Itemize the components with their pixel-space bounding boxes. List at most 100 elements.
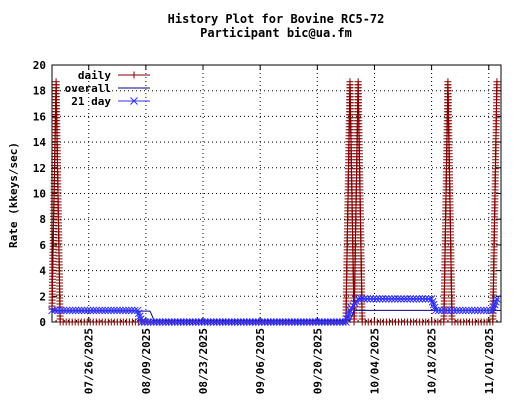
legend-label: overall	[65, 82, 111, 95]
point-marker	[140, 318, 149, 326]
point-marker	[297, 318, 305, 326]
x-tick-label: 09/20/2025	[311, 328, 324, 394]
point-marker	[418, 295, 427, 303]
point-marker	[366, 295, 375, 303]
point-marker	[254, 318, 263, 326]
point-marker	[197, 318, 206, 326]
point-marker	[149, 318, 158, 326]
point-marker	[48, 306, 56, 315]
point-marker	[345, 309, 353, 318]
point-marker	[285, 318, 293, 326]
point-marker	[51, 306, 59, 315]
point-marker	[62, 306, 71, 315]
point-marker	[279, 318, 287, 326]
point-marker	[276, 318, 284, 326]
point-marker	[136, 315, 145, 323]
point-marker	[434, 306, 443, 315]
point-marker	[59, 306, 68, 315]
point-marker	[101, 306, 110, 315]
point-marker	[245, 318, 254, 326]
point-marker	[488, 306, 497, 315]
point-marker	[391, 295, 399, 303]
point-marker	[257, 318, 266, 326]
point-marker	[493, 78, 501, 86]
point-marker	[110, 306, 118, 315]
point-marker	[458, 306, 467, 315]
point-marker	[321, 318, 329, 326]
point-marker	[170, 318, 179, 326]
point-marker	[363, 295, 372, 303]
point-marker	[306, 318, 314, 326]
point-marker	[406, 295, 415, 303]
point-marker	[342, 318, 350, 326]
point-marker	[327, 318, 335, 326]
point-marker	[473, 306, 482, 315]
point-marker	[387, 295, 396, 303]
x-tick-label: 10/18/2025	[426, 328, 439, 394]
series	[48, 78, 501, 326]
point-marker	[161, 318, 170, 326]
point-marker	[485, 306, 494, 315]
point-marker	[282, 318, 290, 326]
point-marker	[137, 318, 146, 326]
point-marker	[146, 318, 155, 326]
point-marker	[221, 318, 230, 326]
y-tick-label: 2	[39, 290, 46, 303]
point-marker	[421, 295, 430, 303]
point-marker	[122, 306, 130, 315]
point-marker	[294, 318, 302, 326]
point-marker	[203, 318, 212, 326]
point-marker	[343, 315, 351, 323]
point-marker	[68, 306, 77, 315]
legend-item-overall: overall	[65, 82, 150, 95]
point-marker	[212, 318, 221, 326]
point-marker	[134, 309, 143, 318]
point-marker	[133, 306, 142, 315]
point-marker	[155, 318, 164, 326]
point-marker	[318, 318, 326, 326]
point-marker	[191, 318, 200, 326]
point-marker	[344, 312, 352, 321]
point-marker	[354, 295, 362, 303]
point-marker	[400, 295, 408, 303]
point-marker	[236, 318, 245, 326]
point-marker	[224, 318, 233, 326]
point-marker	[476, 306, 485, 315]
point-marker	[369, 295, 378, 303]
point-marker	[360, 295, 369, 303]
point-marker	[194, 318, 203, 326]
chart-title: History Plot for Bovine RC5-72	[168, 12, 385, 26]
series-line-daily	[51, 81, 498, 323]
point-marker	[300, 318, 308, 326]
point-marker	[77, 306, 86, 315]
y-tick-label: 4	[39, 265, 46, 278]
point-marker	[135, 312, 144, 321]
point-marker	[428, 297, 437, 306]
point-marker	[479, 306, 488, 315]
series-daily	[48, 78, 501, 326]
point-marker	[330, 318, 338, 326]
point-marker	[230, 318, 239, 326]
point-marker	[427, 295, 436, 303]
grid	[52, 65, 501, 322]
point-marker	[336, 318, 344, 326]
y-tick-label: 0	[39, 316, 46, 329]
point-marker	[288, 318, 296, 326]
point-marker	[104, 306, 113, 315]
x-tick-label: 08/09/2025	[140, 328, 153, 394]
point-marker	[309, 318, 317, 326]
point-marker	[86, 306, 95, 315]
y-tick-label: 20	[33, 59, 46, 72]
point-marker	[270, 318, 278, 326]
point-marker	[248, 318, 257, 326]
point-marker	[493, 295, 501, 303]
y-tick-label: 12	[33, 162, 46, 175]
point-marker	[440, 306, 449, 315]
y-tick-label: 8	[39, 213, 46, 226]
point-marker	[490, 303, 498, 312]
point-marker	[107, 306, 115, 315]
point-marker	[312, 318, 320, 326]
point-marker	[218, 318, 227, 326]
point-marker	[449, 306, 458, 315]
